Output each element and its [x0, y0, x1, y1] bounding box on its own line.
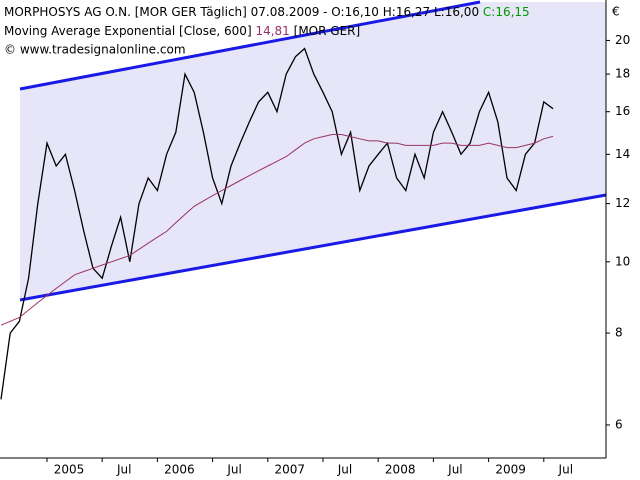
close-label: C:16,15: [483, 5, 530, 19]
ma-value-label: 14,81: [255, 24, 289, 38]
currency: €: [612, 5, 620, 19]
lower-trendline: [19, 193, 607, 302]
x-tick-label: Jul: [337, 463, 352, 477]
y-tick-label: 6: [615, 417, 623, 431]
trend-channel: [20, 2, 606, 300]
chart-title: MORPHOSYS AG O.N. [MOR GER Täglich] 07.0…: [4, 5, 479, 19]
x-tick-label: 2007: [275, 463, 306, 477]
y-tick-label: 12: [615, 196, 630, 210]
x-tick-label: 2009: [495, 463, 526, 477]
x-tick-label: Jul: [447, 463, 462, 477]
y-tick-label: 10: [615, 254, 630, 268]
x-tick-label: 2008: [385, 463, 416, 477]
moving-average-line: [0, 134, 554, 326]
source: © www.tradesignalonline.com: [4, 43, 186, 57]
y-tick-label: 14: [615, 147, 630, 161]
legend-entry: Moving Average Exponential [Close, 600]: [4, 24, 252, 38]
header-line: MORPHOSYS AG O.N. [MOR GER Täglich] 07.0…: [4, 5, 530, 19]
ma-suffix: [MOR GER]: [294, 24, 361, 38]
y-tick-label: 8: [615, 326, 623, 340]
x-tick-label: 2006: [164, 463, 195, 477]
indicator-line: Moving Average Exponential [Close, 600] …: [4, 24, 360, 38]
x-tick-label: 2005: [54, 463, 85, 477]
x-tick-label: Jul: [226, 463, 241, 477]
x-tick-label: Jul: [116, 463, 131, 477]
upper-trendline: [19, 0, 481, 91]
y-tick-label: 16: [615, 104, 630, 118]
y-tick-label: 20: [615, 33, 630, 47]
y-tick-label: 18: [615, 67, 630, 81]
x-tick-label: Jul: [558, 463, 573, 477]
